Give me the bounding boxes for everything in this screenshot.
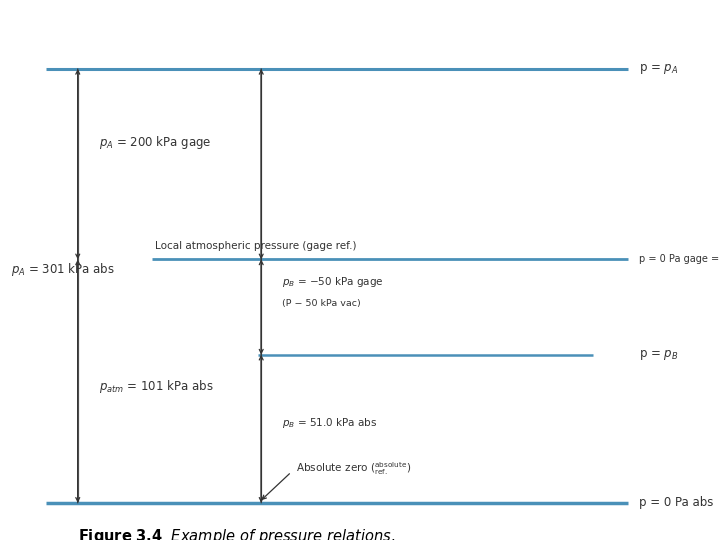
Text: p = 0 Pa abs: p = 0 Pa abs — [639, 496, 713, 509]
Text: $p_B$ = $-$50 kPa gage: $p_B$ = $-$50 kPa gage — [282, 275, 384, 289]
Text: $\mathbf{Figure\ 3.4}$  $\it{Example\ of\ pressure\ relations.}$: $\mathbf{Figure\ 3.4}$ $\it{Example\ of\… — [78, 526, 395, 540]
Text: Absolute zero ($\mathregular{^{absolute}_{ref.}}$): Absolute zero ($\mathregular{^{absolute}… — [297, 460, 412, 477]
Text: $p_A$ = 301 kPa abs: $p_A$ = 301 kPa abs — [11, 261, 114, 279]
Text: $p_B$ = 51.0 kPa abs: $p_B$ = 51.0 kPa abs — [282, 416, 378, 430]
Text: p = $p_A$: p = $p_A$ — [639, 62, 678, 76]
Text: Local atmospheric pressure (gage ref.): Local atmospheric pressure (gage ref.) — [156, 241, 357, 252]
Text: (P − 50 kPa vac): (P − 50 kPa vac) — [282, 299, 361, 308]
Text: $p_A$ = 200 kPa gage: $p_A$ = 200 kPa gage — [99, 134, 212, 152]
Text: p = $p_B$: p = $p_B$ — [639, 348, 678, 362]
Text: $p_{atm}$ = 101 kPa abs: $p_{atm}$ = 101 kPa abs — [99, 378, 214, 395]
Text: p = 0 Pa gage = 101 kPa abs: p = 0 Pa gage = 101 kPa abs — [639, 254, 720, 265]
